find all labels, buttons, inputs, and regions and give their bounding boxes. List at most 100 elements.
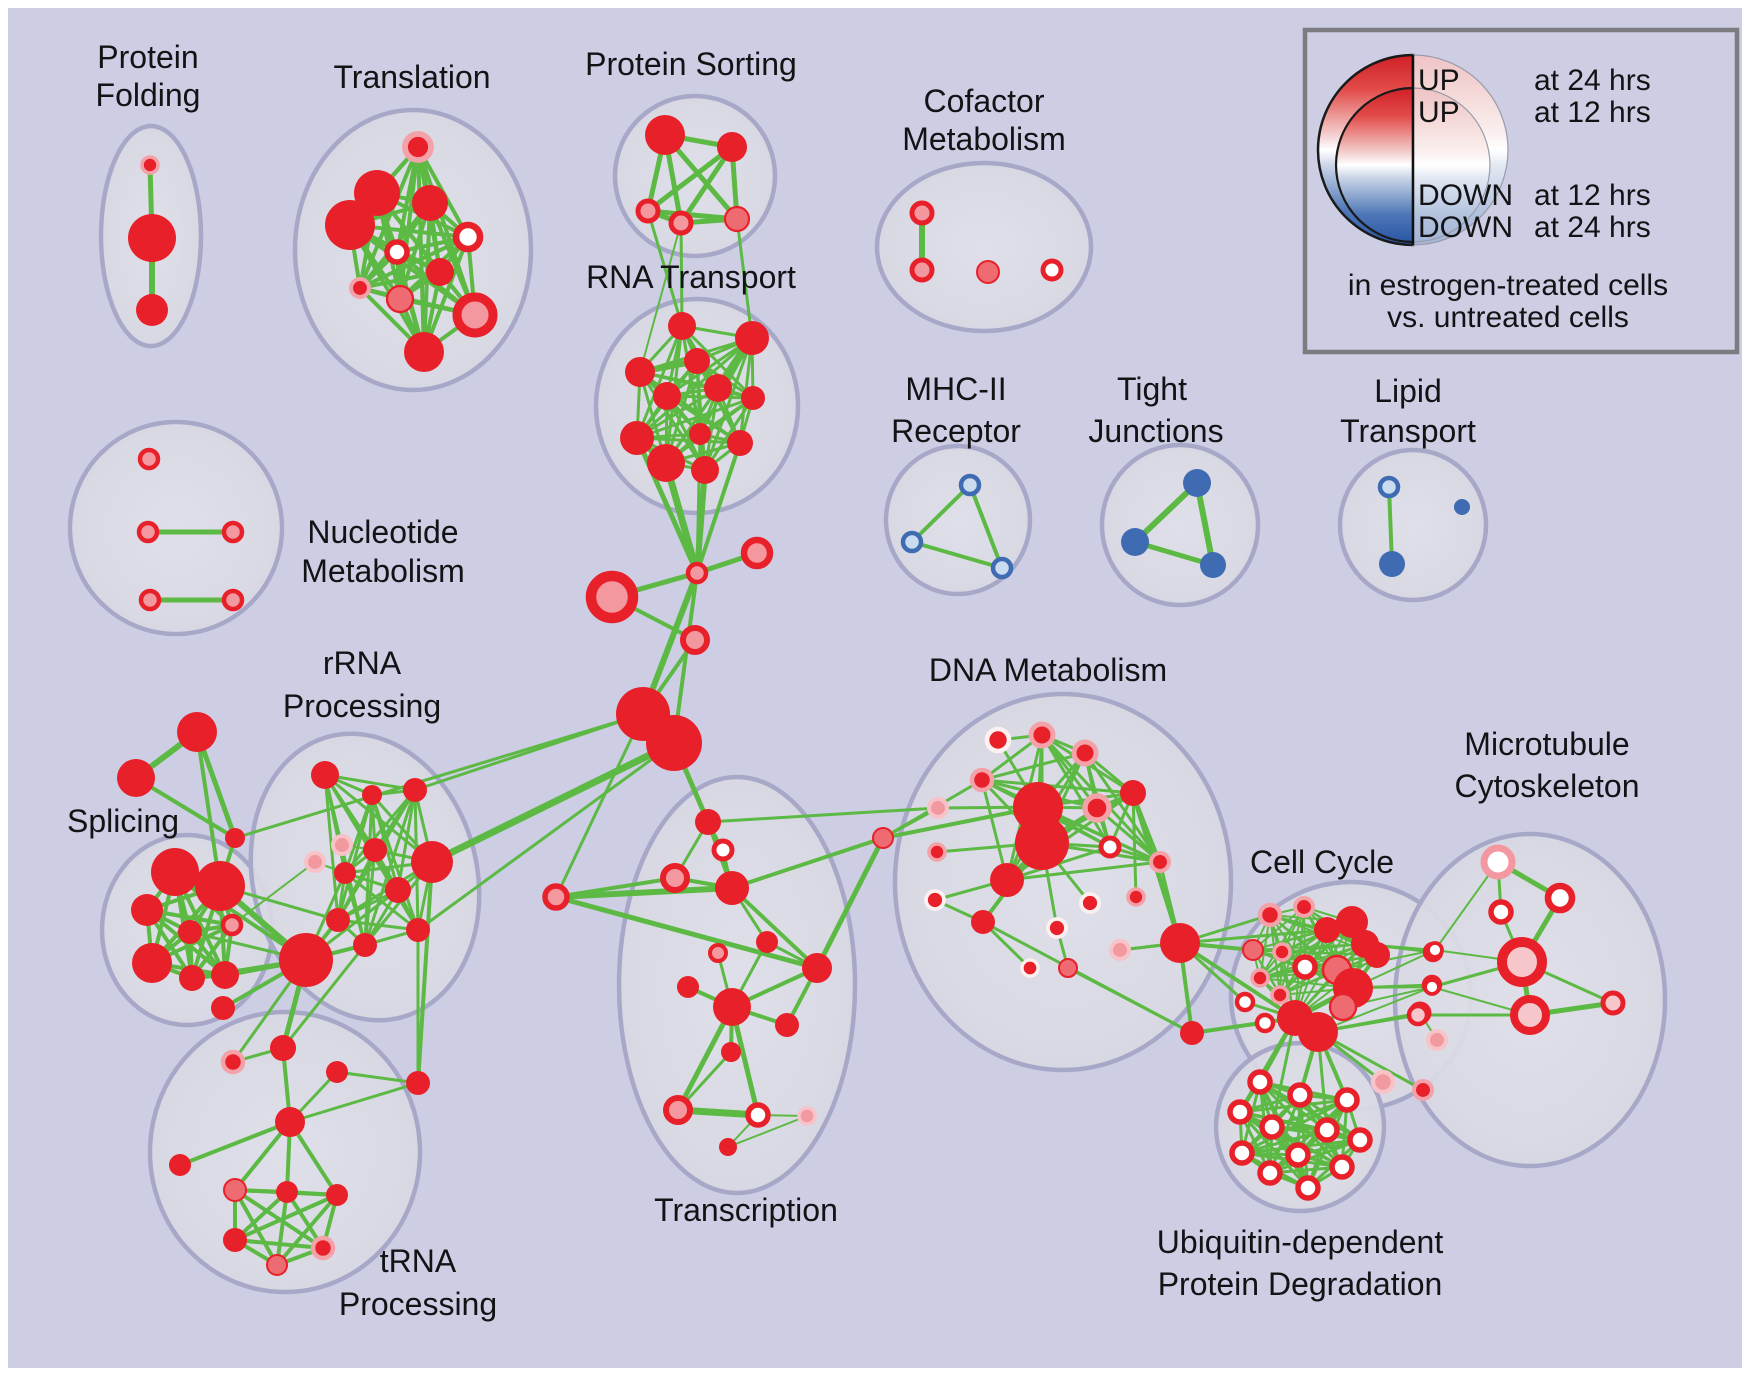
node (1497, 937, 1547, 987)
node (1334, 1087, 1360, 1113)
edge (233, 712, 645, 840)
node (1250, 968, 1270, 988)
node (412, 185, 448, 221)
edge (1252, 906, 1305, 951)
node (1347, 1127, 1373, 1153)
node (326, 1061, 348, 1083)
legend-up-24-time: at 24 hrs (1534, 64, 1651, 97)
node (223, 1228, 247, 1252)
node (1295, 1175, 1321, 1201)
edge (675, 1004, 735, 1113)
node (1336, 906, 1368, 938)
edge (1240, 1128, 1329, 1155)
cluster-label-mhc-ii-receptor: Receptor (891, 413, 1021, 449)
edge (416, 860, 434, 1085)
node (1454, 499, 1470, 515)
edge (335, 1070, 420, 1085)
node (151, 848, 199, 896)
node (385, 284, 415, 314)
node (221, 520, 245, 544)
cluster-label-microtubule-cytoskeleton: Microtubule (1464, 726, 1629, 762)
node (117, 759, 155, 797)
edge (416, 741, 676, 932)
node (1028, 721, 1056, 749)
node (976, 260, 1000, 284)
node (1126, 887, 1146, 907)
node (647, 444, 685, 482)
edge (1270, 1016, 1297, 1129)
cluster-label-microtubule-cytoskeleton: Cytoskeleton (1455, 768, 1640, 804)
node (1160, 923, 1200, 963)
edge (1131, 791, 1138, 899)
node (1257, 902, 1283, 928)
edge (358, 235, 470, 290)
edge (363, 848, 377, 947)
cluster-label-lipid-transport: Transport (1340, 413, 1476, 449)
edge (553, 885, 735, 900)
cluster-trna-processing (147, 1009, 423, 1295)
node (384, 239, 410, 265)
cluster-label-splicing: Splicing (67, 803, 179, 839)
node (1183, 469, 1211, 497)
node (719, 1138, 737, 1156)
cluster-label-cofactor-metabolism: Cofactor (924, 83, 1045, 119)
node (406, 918, 430, 942)
node (1544, 882, 1576, 914)
node (211, 961, 239, 989)
node (131, 894, 163, 926)
cluster-label-ubiquitin-degradation: Protein Degradation (1158, 1266, 1443, 1302)
node (1600, 990, 1626, 1016)
cluster-label-dna-metabolism: DNA Metabolism (929, 652, 1167, 688)
node (1121, 528, 1149, 556)
node (179, 965, 205, 991)
node (270, 1035, 296, 1061)
node (984, 726, 1012, 754)
edge (336, 918, 420, 932)
node (1098, 835, 1122, 859)
node (211, 996, 235, 1020)
node (745, 1102, 771, 1128)
node (362, 785, 382, 805)
cluster-label-nucleotide-metabolism: Metabolism (301, 553, 465, 589)
node (695, 809, 721, 835)
node (275, 1107, 305, 1137)
node (1082, 793, 1112, 823)
node (137, 447, 161, 471)
edge (358, 145, 420, 290)
node (735, 321, 769, 355)
node (326, 908, 350, 932)
cluster-label-cell-cycle: Cell Cycle (1250, 844, 1394, 880)
node (680, 625, 710, 655)
node (689, 423, 711, 445)
node (971, 910, 995, 934)
node (402, 131, 434, 163)
node (1329, 1154, 1355, 1180)
edge (706, 806, 940, 824)
edge (730, 886, 819, 970)
node (1314, 1117, 1340, 1143)
node (1071, 739, 1099, 767)
network-nodes (117, 115, 1626, 1276)
edge (275, 1190, 289, 1267)
node (1270, 985, 1290, 1005)
node (1272, 942, 1292, 962)
node (1298, 1012, 1338, 1052)
node (1426, 941, 1444, 959)
node (926, 796, 950, 820)
node (802, 953, 832, 983)
cluster-label-protein-sorting: Protein Sorting (585, 46, 797, 82)
legend-down-12-time: at 12 hrs (1534, 179, 1651, 212)
node (221, 588, 245, 612)
node (1020, 958, 1040, 978)
cluster-transcription (616, 774, 858, 1196)
node (969, 767, 995, 793)
node (1259, 1114, 1285, 1140)
node (1227, 1099, 1253, 1125)
node (685, 561, 709, 585)
edge (553, 894, 820, 971)
edge (1132, 480, 1200, 545)
cluster-label-trna-processing: Processing (339, 1286, 497, 1322)
node (1229, 1140, 1255, 1166)
node (1254, 1012, 1276, 1034)
edge (703, 396, 755, 472)
